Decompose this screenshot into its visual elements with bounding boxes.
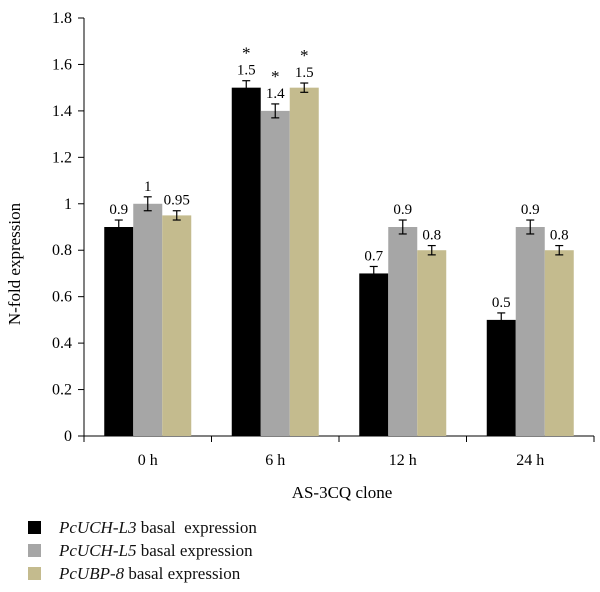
bar (515, 227, 545, 436)
x-axis-label: AS-3CQ clone (292, 483, 393, 502)
x-tick-label: 6 h (265, 452, 285, 469)
y-tick-label: 1 (64, 196, 72, 213)
y-tick-label: 1.2 (52, 149, 72, 166)
x-tick-label: 0 h (138, 452, 158, 469)
bar (417, 250, 447, 436)
significance-marker: * (300, 46, 309, 65)
legend-label-gene: PcUCH-L5 (59, 541, 137, 560)
bar (162, 215, 192, 436)
bar (289, 87, 319, 437)
y-tick-label: 0.6 (52, 289, 72, 306)
significance-marker: * (271, 67, 280, 86)
bar (359, 273, 389, 436)
bar (544, 250, 574, 436)
y-axis-label: N-fold expression (5, 202, 24, 325)
data-label: 1.4 (266, 86, 285, 102)
x-tick-label: 24 h (516, 452, 544, 469)
data-label: 1 (144, 179, 152, 195)
data-label: 0.5 (492, 295, 511, 311)
legend-label-gene: PcUBP-8 (59, 564, 125, 583)
data-label: 0.9 (521, 202, 540, 218)
legend-label-suffix: basal expression (124, 564, 241, 583)
legend-label-gene: PcUCH-L3 (59, 518, 137, 537)
legend-swatch-pcuch-l3 (28, 521, 41, 534)
legend-swatch-pcubp-8 (28, 567, 41, 580)
data-label: 1.5 (295, 65, 314, 81)
y-tick-label: 1.8 (52, 10, 72, 27)
y-tick-label: 0.8 (52, 242, 72, 259)
bar-chart: N-fold expression AS-3CQ clone 0 0.2 0.4 0.… (5, 10, 595, 502)
y-tick-label: 0.2 (52, 382, 72, 399)
y-tick-label: 0.4 (52, 335, 72, 352)
data-label: 0.9 (109, 202, 128, 218)
bar (260, 110, 290, 436)
data-label: 0.8 (550, 228, 569, 244)
data-label: 0.7 (364, 248, 383, 264)
data-label: 0.8 (422, 228, 441, 244)
plot-area: 0 0.2 0.4 0.6 0.8 1 1.2 1.4 1.6 1.8 0 h 0.9 1 0.95 6 h… (52, 10, 595, 469)
data-label: 0.9 (393, 202, 412, 218)
y-tick-label: 1.4 (52, 103, 72, 120)
bar (486, 319, 516, 436)
data-label: 1.5 (237, 63, 256, 79)
legend-label-suffix: basal expression (136, 518, 257, 537)
bar (231, 87, 261, 437)
y-tick-label: 0 (64, 428, 72, 445)
x-tick-label: 12 h (389, 452, 417, 469)
significance-marker: * (242, 44, 251, 63)
data-label: 0.95 (164, 193, 190, 209)
legend-swatch-pcuch-l5 (28, 544, 41, 557)
bar (104, 227, 134, 436)
legend-label-suffix: basal expression (136, 541, 253, 560)
y-tick-label: 1.6 (52, 56, 72, 73)
bar (133, 203, 163, 436)
bar (388, 227, 418, 436)
